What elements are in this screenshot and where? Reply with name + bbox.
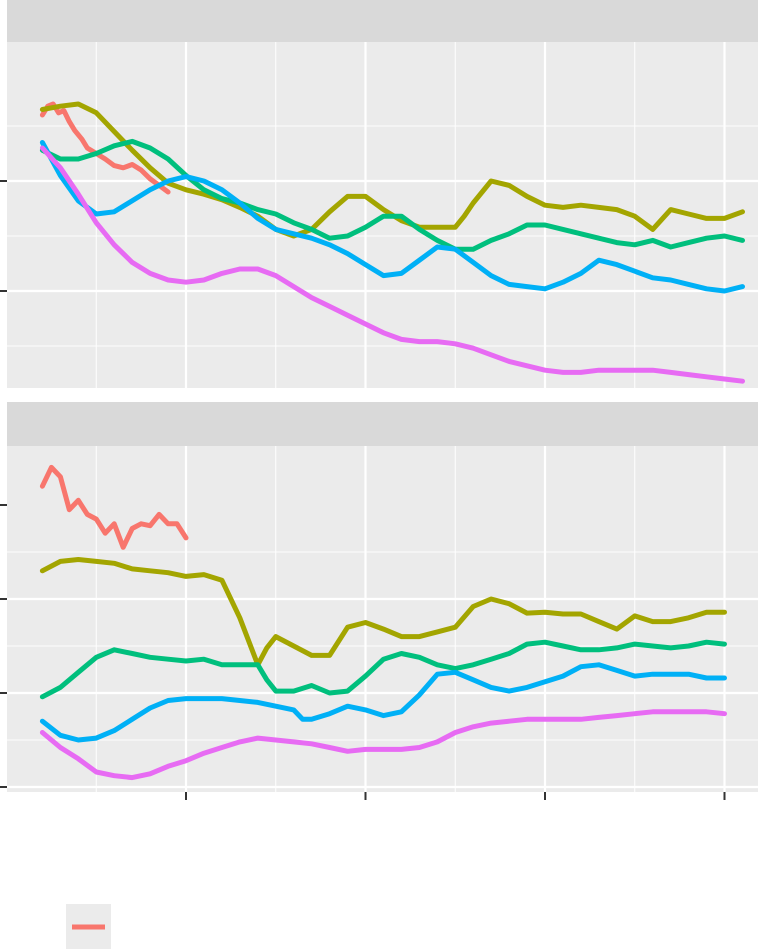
panel-top-y-ticks	[0, 180, 7, 292]
series-line-5	[39, 709, 727, 781]
series-line-4	[39, 140, 745, 294]
series-line-1	[39, 101, 171, 195]
panel-top-grid	[7, 42, 758, 388]
legend	[66, 904, 111, 949]
panel-bottom-y-ticks	[0, 504, 7, 788]
series-line-1	[39, 464, 189, 550]
panel-top-strip	[7, 0, 758, 42]
panel-bottom-series	[39, 464, 727, 781]
panel-top-series	[39, 101, 745, 384]
panel-bottom	[0, 402, 758, 800]
series-line-3	[39, 138, 745, 252]
panel-top	[0, 0, 758, 388]
series-line-5	[39, 145, 745, 384]
series-line-2	[39, 557, 727, 668]
series-line-4	[39, 662, 727, 743]
series-line-3	[39, 639, 727, 700]
series-line-2	[39, 101, 745, 239]
x-axis-ticks	[185, 792, 726, 800]
panel-bottom-strip	[7, 402, 758, 446]
